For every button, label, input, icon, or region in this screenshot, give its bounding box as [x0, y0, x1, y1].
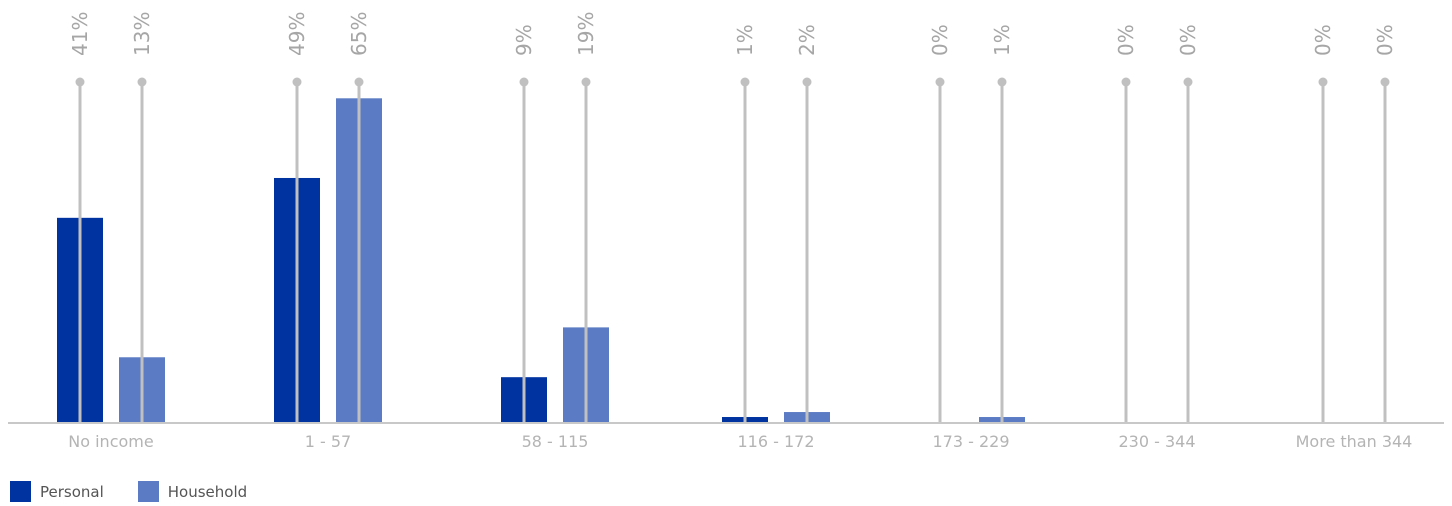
stem-dot-household-6 [1183, 77, 1193, 87]
x-tick-label-7: More than 344 [1296, 432, 1413, 451]
tick-labels-layer: No income 1 - 57 58 - 115 116 - 172 173 - 22… [68, 432, 1412, 451]
value-label-personal-7: 0% [1311, 24, 1335, 56]
x-tick-label-2: 1 - 57 [305, 432, 351, 451]
stem-dot-household-3 [581, 77, 591, 87]
stem-dot-personal-6 [1121, 77, 1131, 87]
legend-item-personal: Personal [10, 481, 104, 502]
x-tick-label-1: No income [68, 432, 153, 451]
value-label-personal-6: 0% [1114, 24, 1138, 56]
stem-dot-personal-2 [292, 77, 302, 87]
legend-swatch-personal [10, 481, 31, 502]
stem-dot-household-5 [997, 77, 1007, 87]
legend: Personal Household [10, 481, 281, 502]
bars-layer [57, 98, 1025, 423]
value-label-personal-1: 41% [68, 12, 92, 56]
x-tick-label-3: 58 - 115 [522, 432, 589, 451]
stems-layer [75, 77, 1390, 422]
legend-label-household: Household [167, 482, 248, 501]
x-tick-label-6: 230 - 344 [1118, 432, 1195, 451]
x-tick-label-5: 173 - 229 [932, 432, 1009, 451]
value-label-household-4: 2% [795, 24, 819, 56]
value-label-household-7: 0% [1373, 24, 1397, 56]
value-label-household-1: 13% [130, 12, 154, 56]
stem-dot-household-7 [1380, 77, 1390, 87]
stem-dot-personal-4 [740, 77, 750, 87]
legend-swatch-household [137, 481, 159, 502]
stem-dot-household-4 [802, 77, 812, 87]
value-label-personal-3: 9% [512, 24, 536, 56]
stem-dot-household-2 [354, 77, 364, 87]
value-label-household-2: 65% [347, 12, 371, 56]
stem-dot-personal-1 [75, 77, 85, 87]
value-label-personal-4: 1% [733, 24, 757, 56]
value-label-personal-2: 49% [285, 12, 309, 56]
x-tick-label-4: 116 - 172 [737, 432, 814, 451]
value-label-household-3: 19% [574, 12, 598, 56]
stem-dot-personal-5 [935, 77, 945, 87]
value-label-household-5: 1% [990, 24, 1014, 56]
value-label-household-6: 0% [1176, 24, 1200, 56]
stem-dot-personal-7 [1318, 77, 1328, 87]
stem-dot-household-1 [137, 77, 147, 87]
legend-item-household: Household [137, 481, 248, 502]
stem-dot-personal-3 [519, 77, 529, 87]
value-label-personal-5: 0% [928, 24, 952, 56]
value-labels-layer: 41% 13% 49% 65% 9% 19% 1% 2% 0% 1% 0% 0% 0% 0% [68, 12, 1397, 56]
legend-label-personal: Personal [40, 482, 104, 501]
